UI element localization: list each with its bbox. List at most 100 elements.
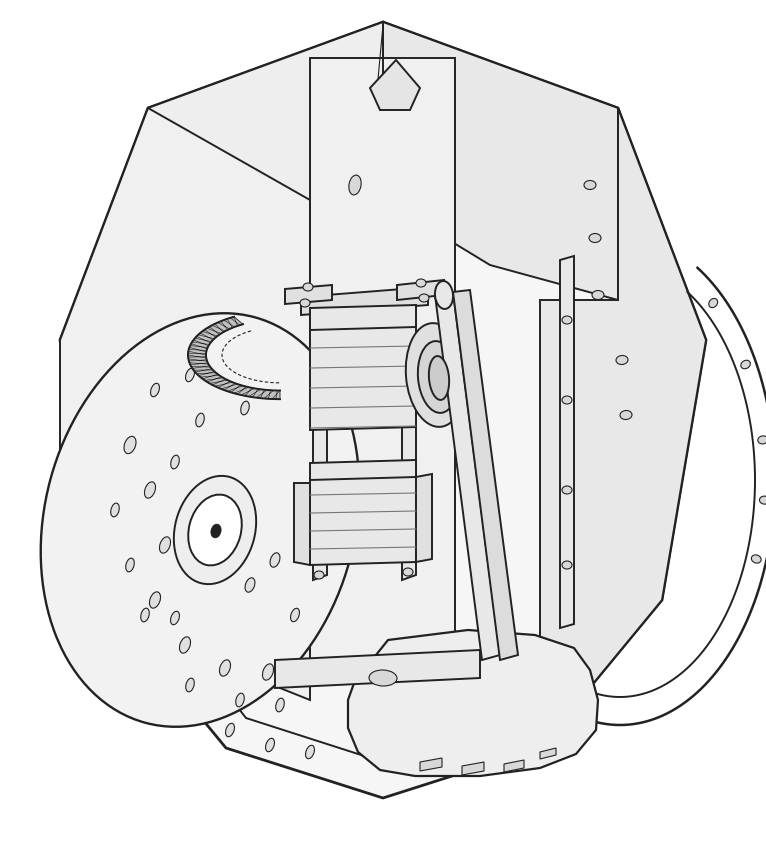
Ellipse shape xyxy=(276,698,284,711)
Polygon shape xyxy=(248,389,261,397)
Ellipse shape xyxy=(620,410,632,420)
Polygon shape xyxy=(301,287,428,315)
Ellipse shape xyxy=(263,664,273,680)
Ellipse shape xyxy=(171,612,179,624)
Ellipse shape xyxy=(751,555,761,563)
Ellipse shape xyxy=(406,323,466,427)
Polygon shape xyxy=(98,55,668,762)
Polygon shape xyxy=(202,330,218,338)
Polygon shape xyxy=(192,365,211,369)
Ellipse shape xyxy=(149,592,161,608)
Ellipse shape xyxy=(403,568,413,576)
Polygon shape xyxy=(310,327,416,430)
Polygon shape xyxy=(402,290,416,580)
Ellipse shape xyxy=(220,660,231,676)
Polygon shape xyxy=(540,748,556,759)
Ellipse shape xyxy=(211,525,221,538)
Polygon shape xyxy=(201,374,219,379)
Polygon shape xyxy=(60,108,310,700)
Polygon shape xyxy=(310,58,455,680)
Ellipse shape xyxy=(159,537,171,553)
Polygon shape xyxy=(348,630,598,776)
Polygon shape xyxy=(462,762,484,775)
Polygon shape xyxy=(256,390,267,398)
Ellipse shape xyxy=(245,578,255,592)
Polygon shape xyxy=(210,379,228,385)
Polygon shape xyxy=(310,305,416,333)
Ellipse shape xyxy=(709,299,718,308)
Ellipse shape xyxy=(188,495,242,565)
Polygon shape xyxy=(275,650,480,688)
Polygon shape xyxy=(383,22,618,300)
Ellipse shape xyxy=(417,341,458,413)
Ellipse shape xyxy=(126,558,134,572)
Ellipse shape xyxy=(562,561,572,569)
Ellipse shape xyxy=(185,368,195,382)
Polygon shape xyxy=(188,348,207,352)
Ellipse shape xyxy=(300,299,310,307)
Polygon shape xyxy=(189,363,208,365)
Polygon shape xyxy=(207,327,221,335)
Polygon shape xyxy=(540,108,706,748)
Polygon shape xyxy=(453,290,518,660)
Ellipse shape xyxy=(306,745,315,759)
Ellipse shape xyxy=(241,401,249,415)
Ellipse shape xyxy=(758,436,766,444)
Polygon shape xyxy=(420,758,442,771)
Ellipse shape xyxy=(141,608,149,622)
Polygon shape xyxy=(148,22,383,300)
Polygon shape xyxy=(435,292,500,660)
Ellipse shape xyxy=(592,290,604,299)
Ellipse shape xyxy=(562,396,572,404)
Ellipse shape xyxy=(303,283,313,291)
Ellipse shape xyxy=(314,571,324,579)
Ellipse shape xyxy=(179,637,191,653)
Ellipse shape xyxy=(151,383,159,397)
Polygon shape xyxy=(192,340,209,346)
Polygon shape xyxy=(285,285,332,304)
Polygon shape xyxy=(370,60,420,110)
Ellipse shape xyxy=(171,455,179,469)
Ellipse shape xyxy=(236,693,244,707)
Polygon shape xyxy=(198,333,214,340)
Polygon shape xyxy=(188,316,280,399)
Ellipse shape xyxy=(174,475,256,584)
Ellipse shape xyxy=(124,437,136,453)
Ellipse shape xyxy=(435,281,453,309)
Polygon shape xyxy=(272,391,280,399)
Polygon shape xyxy=(504,760,524,772)
Polygon shape xyxy=(194,369,213,372)
Ellipse shape xyxy=(616,355,628,365)
Ellipse shape xyxy=(270,552,280,567)
Ellipse shape xyxy=(562,316,572,324)
Ellipse shape xyxy=(584,180,596,190)
Polygon shape xyxy=(188,355,206,358)
Polygon shape xyxy=(310,477,416,565)
Ellipse shape xyxy=(741,360,751,369)
Polygon shape xyxy=(190,343,208,349)
Polygon shape xyxy=(234,387,249,394)
Polygon shape xyxy=(195,337,211,343)
Polygon shape xyxy=(224,319,234,327)
Polygon shape xyxy=(221,383,237,390)
Ellipse shape xyxy=(145,482,155,498)
Ellipse shape xyxy=(290,608,300,622)
Ellipse shape xyxy=(111,503,119,517)
Polygon shape xyxy=(241,387,254,396)
Polygon shape xyxy=(60,22,706,798)
Ellipse shape xyxy=(349,175,361,195)
Ellipse shape xyxy=(41,313,359,727)
Ellipse shape xyxy=(589,233,601,243)
Ellipse shape xyxy=(416,279,426,287)
Polygon shape xyxy=(188,351,206,355)
Ellipse shape xyxy=(419,294,429,302)
Ellipse shape xyxy=(185,678,195,692)
Polygon shape xyxy=(197,371,216,376)
Polygon shape xyxy=(294,483,310,565)
Polygon shape xyxy=(215,382,232,387)
Ellipse shape xyxy=(266,739,274,752)
Ellipse shape xyxy=(225,723,234,737)
Ellipse shape xyxy=(429,356,449,400)
Polygon shape xyxy=(228,385,243,393)
Polygon shape xyxy=(264,390,273,398)
